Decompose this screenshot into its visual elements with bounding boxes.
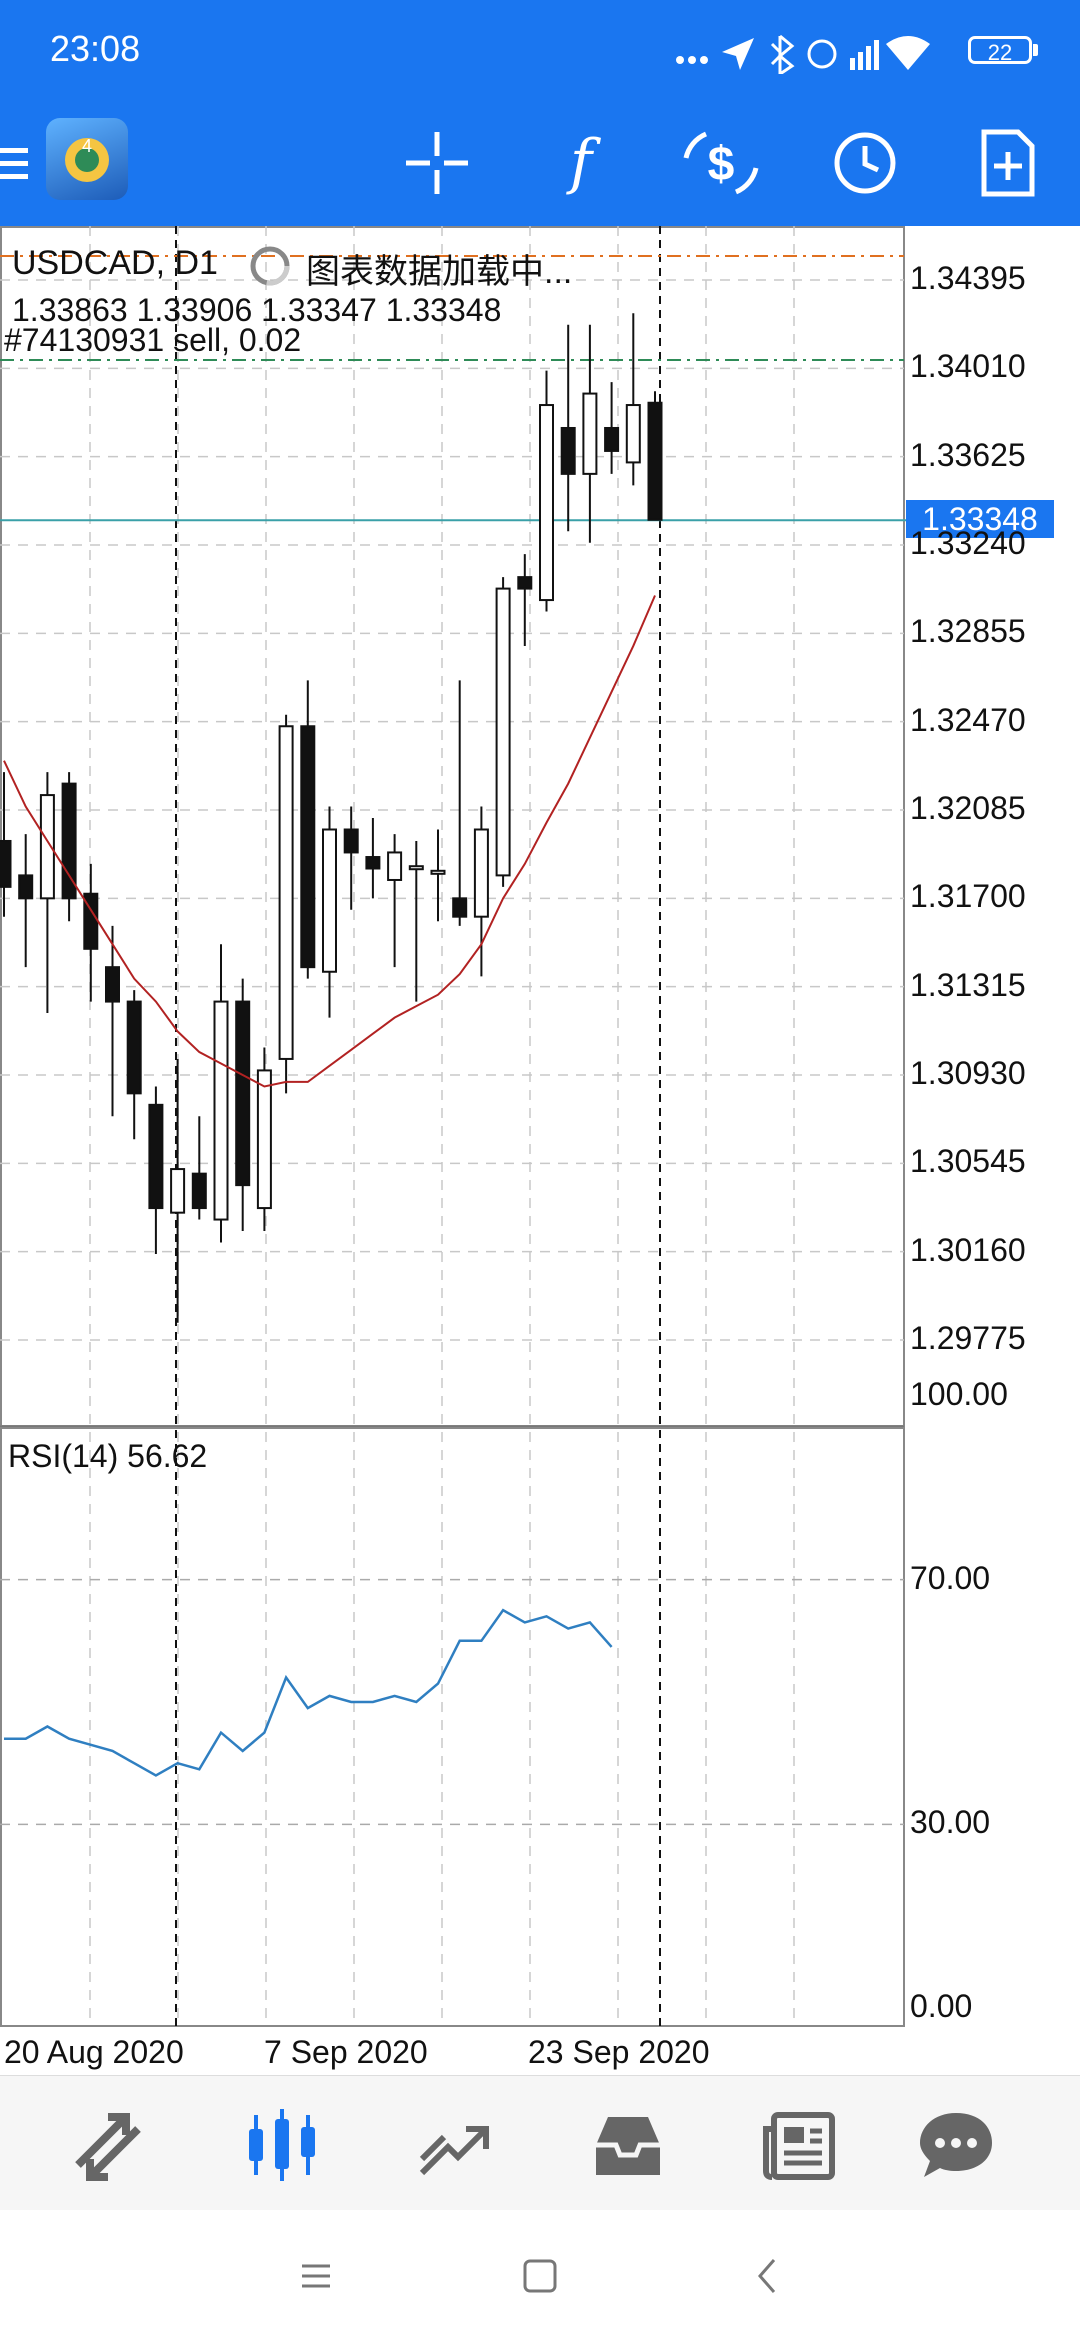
back-icon[interactable] xyxy=(744,2252,792,2300)
price-axis-label: 1.29775 xyxy=(910,1320,1026,1356)
moving-average-line xyxy=(3,595,656,1088)
price-axis-label: 1.34395 xyxy=(910,260,1026,296)
rsi-line xyxy=(4,1608,613,1777)
home-icon[interactable] xyxy=(516,2252,564,2300)
chart-grid xyxy=(0,226,905,2027)
bottom-nav xyxy=(0,2075,1080,2211)
current-price-tag: 1.33348 xyxy=(906,500,1054,538)
rsi-axis-label: 30.00 xyxy=(910,1804,991,1841)
candle-up xyxy=(278,725,294,1060)
candle-down xyxy=(126,1000,142,1095)
quotes-icon[interactable] xyxy=(68,2105,148,2185)
history-icon[interactable] xyxy=(588,2105,668,2185)
chart-level-lines xyxy=(0,255,1054,522)
candle-down xyxy=(647,401,663,521)
candle-down xyxy=(235,1000,251,1187)
charts-icon[interactable] xyxy=(242,2105,322,2185)
price-axis-label: 1.31315 xyxy=(910,966,1026,1003)
candle-up xyxy=(39,794,55,900)
chart-symbol: USDCAD, D1 xyxy=(12,244,218,282)
candle-down xyxy=(191,1172,207,1210)
price-axis-label: 1.33240 xyxy=(910,525,1026,561)
candle-down xyxy=(452,897,468,918)
candle-down xyxy=(148,1103,164,1210)
trade-icon[interactable] xyxy=(414,2105,494,2185)
news-icon[interactable] xyxy=(760,2105,840,2185)
candle-up xyxy=(539,404,554,602)
timeframe-icon[interactable] xyxy=(820,118,910,208)
order-label: #74130931 sell, 0.02 xyxy=(4,322,302,358)
price-axis-label: 1.30545 xyxy=(910,1143,1026,1180)
rsi-axis-label: 70.00 xyxy=(910,1559,991,1596)
chat-icon[interactable] xyxy=(916,2105,996,2185)
price-axis-label: 1.31700 xyxy=(910,878,1026,915)
battery-indicator: 22 xyxy=(968,36,1032,65)
candle-up xyxy=(322,828,337,973)
main-pane-border xyxy=(0,226,905,1427)
rsi-axis-label: 0.00 xyxy=(910,1988,973,2024)
date-axis-label: 23 Sep 2020 xyxy=(528,2034,710,2070)
candle-up xyxy=(430,869,446,875)
price-axis-label: 1.30930 xyxy=(910,1055,1026,1091)
candle-down xyxy=(18,874,34,900)
candle-up xyxy=(408,865,424,871)
candles xyxy=(0,313,663,1323)
candle-down xyxy=(343,828,359,854)
candle-down xyxy=(105,966,120,1003)
price-axis-label: 1.32085 xyxy=(910,790,1026,826)
candle-up xyxy=(213,1000,229,1221)
price-axis-label: 1.33625 xyxy=(910,436,1026,473)
new-order-icon[interactable] xyxy=(962,118,1052,208)
date-axis-label: 7 Sep 2020 xyxy=(264,2034,428,2070)
rsi-axis-label: 100.00 xyxy=(910,1376,1008,1412)
svg-text:$: $ xyxy=(708,138,735,191)
candle-up xyxy=(170,1168,186,1214)
menu-icon[interactable] xyxy=(0,118,40,208)
indicators-icon[interactable]: f xyxy=(536,118,626,208)
candle-down xyxy=(0,839,12,888)
price-axis-label: 1.32470 xyxy=(910,701,1026,738)
price-axis-label: 1.30160 xyxy=(910,1231,1026,1268)
candle-up xyxy=(582,392,598,475)
app-logo-icon[interactable]: 4 xyxy=(46,118,128,200)
price-chart[interactable] xyxy=(0,226,1080,2036)
svg-text:4: 4 xyxy=(82,136,92,156)
loading-spinner-icon xyxy=(250,246,290,286)
candle-up xyxy=(387,851,403,881)
status-icons xyxy=(676,34,930,74)
candle-down xyxy=(300,725,316,969)
candle-down xyxy=(604,426,620,452)
price-axis-label: 1.32855 xyxy=(910,613,1026,650)
battery-tip xyxy=(1033,44,1038,56)
candle-up xyxy=(256,1069,272,1210)
recents-icon[interactable] xyxy=(292,2252,340,2300)
candle-up xyxy=(495,587,511,877)
svg-text:f: f xyxy=(566,127,602,197)
candle-down xyxy=(517,576,533,590)
ohlc-readout: 1.33863 1.33906 1.33347 1.33348 xyxy=(12,292,502,328)
rsi-pane-border xyxy=(0,1427,905,2027)
status-time: 23:08 xyxy=(50,28,141,69)
price-axis-label: 1.34010 xyxy=(910,348,1026,385)
candle-down xyxy=(560,426,576,475)
candle-down xyxy=(365,856,381,870)
candle-up xyxy=(625,404,641,464)
crosshair-icon[interactable] xyxy=(392,118,482,208)
chart-loading-text: 图表数据加载中... xyxy=(306,253,573,291)
rsi-label: RSI(14) 56.62 xyxy=(8,1438,208,1474)
date-axis-label: 20 Aug 2020 xyxy=(4,2034,184,2070)
system-nav-bar xyxy=(0,2210,1080,2340)
objects-icon[interactable]: $ xyxy=(676,118,766,208)
candle-up xyxy=(473,828,489,918)
